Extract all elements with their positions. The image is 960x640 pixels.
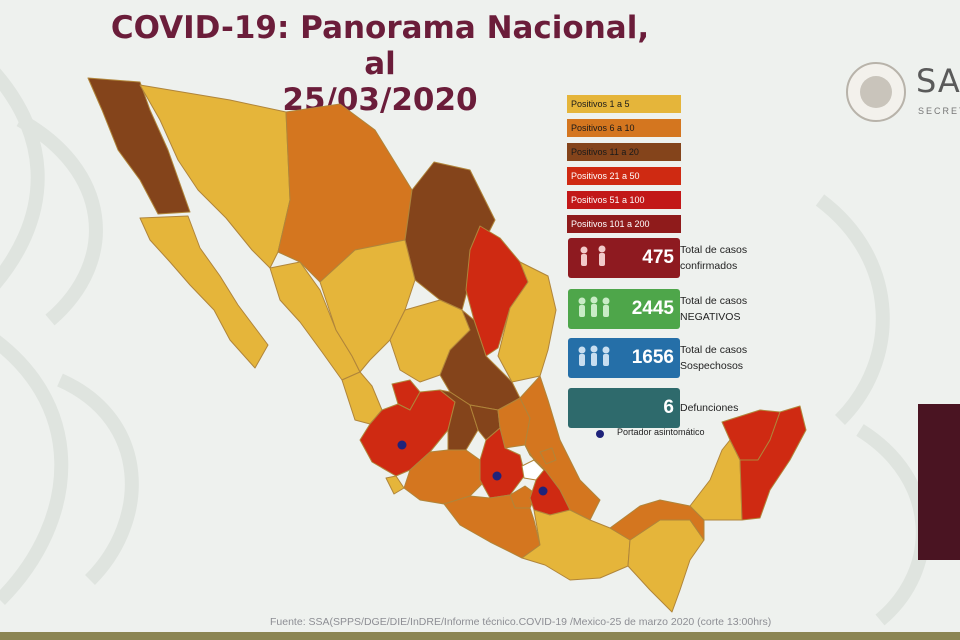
state-baja-california-sur bbox=[139, 215, 269, 369]
stat-suspected: 1656 Total de casos Sospechosos bbox=[568, 338, 798, 378]
stat-confirmed-label: Total de casos confirmados bbox=[680, 244, 748, 272]
legend-label: Positivos 1 a 5 bbox=[571, 99, 630, 109]
asymptomatic-marker bbox=[492, 471, 502, 481]
state-guerrero bbox=[443, 494, 541, 559]
ssa-logo: SA SECRET bbox=[846, 58, 960, 124]
legend-label: Positivos 101 a 200 bbox=[571, 219, 650, 229]
national-seal-icon bbox=[846, 62, 906, 122]
state-colima bbox=[385, 475, 405, 495]
asymptomatic-marker bbox=[538, 486, 548, 496]
logo-text: SA bbox=[916, 62, 960, 100]
logo-subtext: SECRET bbox=[918, 106, 960, 116]
stat-confirmed-value: 475 bbox=[642, 247, 674, 268]
asymptomatic-legend: Portador asintomático bbox=[596, 427, 716, 453]
legend-item: Positivos 1 a 5 bbox=[567, 95, 681, 113]
state-tlaxcala bbox=[539, 447, 557, 465]
legend-item: Positivos 21 a 50 bbox=[567, 167, 681, 185]
state-estado-de-mexico bbox=[479, 427, 526, 499]
side-panel-edge bbox=[918, 404, 960, 560]
state-tabasco bbox=[609, 499, 705, 541]
stat-suspected-value: 1656 bbox=[631, 347, 674, 368]
title-line-1: COVID-19: Panorama Nacional, al bbox=[110, 10, 650, 82]
state-nayarit bbox=[341, 371, 383, 425]
state-quintana-roo bbox=[739, 405, 807, 521]
stat-negative-label: Total de casos NEGATIVOS bbox=[680, 295, 748, 323]
stat-confirmed: 475 Total de casos confirmados bbox=[568, 238, 798, 278]
source-note: Fuente: SSA(SPPS/DGE/DIE/InDRE/Informe t… bbox=[270, 616, 772, 628]
legend-label: Positivos 6 a 10 bbox=[571, 123, 635, 133]
stat-suspected-label: Total de casos Sospechosos bbox=[680, 344, 748, 372]
state-tamaulipas bbox=[497, 261, 557, 383]
map-legend: Positivos 1 a 5 Positivos 6 a 10 Positiv… bbox=[567, 95, 681, 239]
legend-item: Positivos 11 a 20 bbox=[567, 143, 681, 161]
asymptomatic-marker bbox=[397, 440, 407, 450]
people-icon bbox=[578, 296, 610, 317]
stat-suspected-box: 1656 bbox=[568, 338, 680, 378]
stat-confirmed-box: 475 bbox=[568, 238, 680, 278]
stat-deaths-value: 6 bbox=[663, 397, 674, 418]
legend-label: Positivos 51 a 100 bbox=[571, 195, 645, 205]
legend-label: Positivos 21 a 50 bbox=[571, 171, 640, 181]
state-baja-california bbox=[87, 77, 191, 215]
stat-deaths-label: Defunciones bbox=[680, 402, 739, 414]
state-nuevo-leon bbox=[465, 225, 529, 357]
stat-negative: 2445 Total de casos NEGATIVOS bbox=[568, 289, 798, 329]
legend-item: Positivos 6 a 10 bbox=[567, 119, 681, 137]
state-sonora bbox=[139, 84, 291, 269]
legend-item: Positivos 101 a 200 bbox=[567, 215, 681, 233]
asymptomatic-label: Portador asintomático bbox=[617, 427, 705, 437]
bottom-bar bbox=[0, 632, 960, 640]
people-icon bbox=[578, 345, 610, 366]
asymptomatic-dot-icon bbox=[596, 430, 604, 438]
people-icon bbox=[580, 245, 606, 266]
stat-negative-box: 2445 bbox=[568, 289, 680, 329]
stat-deaths-box: 6 bbox=[568, 388, 680, 428]
legend-label: Positivos 11 a 20 bbox=[571, 147, 639, 157]
legend-item: Positivos 51 a 100 bbox=[567, 191, 681, 209]
stat-negative-value: 2445 bbox=[631, 298, 674, 319]
stat-deaths: 6 Defunciones bbox=[568, 388, 798, 428]
